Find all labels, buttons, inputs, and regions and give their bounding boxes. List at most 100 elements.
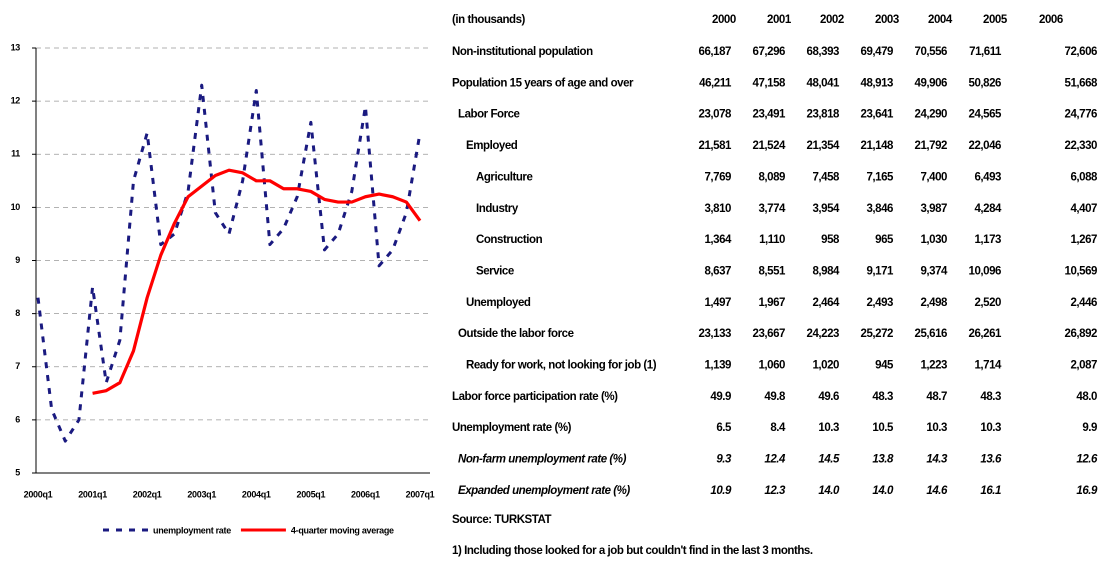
cell: 2,087	[1070, 360, 1097, 372]
x-tick-label: 2006q1	[351, 489, 380, 499]
cell: 70,556	[915, 46, 948, 58]
cell: 48,913	[861, 77, 894, 89]
cell: 16.9	[1076, 485, 1098, 497]
y-tick-label: 9	[15, 255, 20, 265]
cell: 25,272	[861, 328, 894, 340]
cell: 51,668	[1065, 77, 1099, 89]
cell: 24,776	[1065, 109, 1098, 121]
cell: 10,569	[1065, 265, 1098, 277]
cell: 2,493	[866, 297, 893, 309]
cell: 1,967	[758, 297, 785, 309]
cell: 14.0	[872, 485, 894, 497]
cell: 8,089	[758, 171, 785, 183]
cell: 9.3	[716, 454, 732, 466]
cell: 69,479	[861, 46, 894, 58]
cell: 14.0	[818, 485, 840, 497]
cell: 9.9	[1082, 422, 1097, 434]
header-cell: (in thousands)	[452, 14, 526, 26]
cell: 48.7	[926, 391, 947, 403]
cell: 7,400	[920, 171, 947, 183]
cell: 68,393	[807, 46, 840, 58]
cell: 47,158	[753, 77, 787, 89]
cell: 14.3	[926, 454, 948, 466]
x-tick-label: 2002q1	[133, 489, 162, 499]
cell: 21,581	[699, 140, 733, 152]
y-tick-label: 8	[15, 308, 20, 318]
cell: 6.5	[716, 422, 732, 434]
cell: 50,826	[969, 77, 1002, 89]
cell: 1,139	[704, 360, 731, 372]
cell: 1,714	[974, 360, 1002, 372]
cell: 48,041	[807, 77, 841, 89]
row-label: Unemployment rate (%)	[452, 422, 572, 434]
cell: 945	[875, 360, 894, 372]
cell: 21,524	[753, 140, 787, 152]
cell: 23,667	[753, 328, 786, 340]
x-tick-label: 2003q1	[187, 489, 216, 499]
x-tick-label: 2000q1	[24, 489, 53, 499]
y-tick-label: 13	[11, 42, 21, 52]
cell: 26,261	[969, 328, 1003, 340]
cell: 25,616	[915, 328, 948, 340]
y-tick-label: 12	[11, 96, 21, 106]
cell: 1,030	[920, 234, 947, 246]
cell: 10,096	[969, 265, 1002, 277]
cell: 8,984	[812, 265, 840, 277]
cell: 8.4	[770, 422, 786, 434]
cell: 13.8	[872, 454, 894, 466]
cell: 26,892	[1065, 328, 1098, 340]
series-line	[92, 168, 422, 395]
cell: 21,354	[807, 140, 841, 152]
cell: 4,284	[974, 203, 1002, 215]
cell: 49.6	[818, 391, 839, 403]
cell: 67,296	[753, 46, 786, 58]
cell: 21,792	[915, 140, 948, 152]
cell: 10.5	[872, 422, 894, 434]
cell: 14.5	[818, 454, 840, 466]
row-label: Population 15 years of age and over	[452, 77, 634, 89]
legend-label: 4-quarter moving average	[291, 525, 394, 535]
cell: 1,173	[974, 234, 1001, 246]
header-cell: 2001	[767, 14, 792, 26]
cell: 3,810	[704, 203, 731, 215]
cell: 4,407	[1070, 203, 1097, 215]
cell: 1,110	[759, 234, 785, 246]
cell: 66,187	[699, 46, 732, 58]
cell: 48.3	[980, 391, 1001, 403]
header-cell: 2000	[712, 14, 736, 26]
row-label: Industry	[476, 203, 519, 215]
row-label: Employed	[466, 140, 518, 152]
row-label: Construction	[476, 234, 543, 246]
footnote: 1) Including those looked for a job but …	[452, 545, 813, 557]
cell: 2,520	[974, 297, 1001, 309]
cell: 7,165	[866, 171, 894, 183]
header-cell: 2002	[820, 14, 844, 26]
cell: 1,060	[758, 360, 785, 372]
y-tick-label: 10	[11, 202, 21, 212]
cell: 3,987	[920, 203, 947, 215]
y-tick-label: 5	[15, 467, 20, 477]
cell: 10.3	[926, 422, 947, 434]
cell: 10.9	[710, 485, 732, 497]
cell: 3,846	[866, 203, 893, 215]
cell: 49,906	[915, 77, 948, 89]
cell: 6,088	[1070, 171, 1098, 183]
row-label: Ready for work, not looking for job (1)	[466, 360, 657, 372]
y-tick-label: 7	[15, 361, 20, 371]
cell: 24,565	[969, 109, 1003, 121]
cell: 24,223	[807, 328, 840, 340]
cell: 71,611	[969, 46, 1002, 58]
cell: 1,497	[704, 297, 731, 309]
row-label: Outside the labor force	[458, 328, 574, 340]
row-label: Non-institutional population	[452, 46, 593, 58]
cell: 49.9	[710, 391, 731, 403]
cell: 46,211	[699, 77, 732, 89]
cell: 1,020	[812, 360, 839, 372]
x-tick-label: 2004q1	[242, 489, 271, 499]
cell: 23,491	[753, 109, 787, 121]
cell: 22,046	[969, 140, 1002, 152]
cell: 14.6	[926, 485, 948, 497]
cell: 23,818	[807, 109, 841, 121]
cell: 2,446	[1070, 297, 1097, 309]
